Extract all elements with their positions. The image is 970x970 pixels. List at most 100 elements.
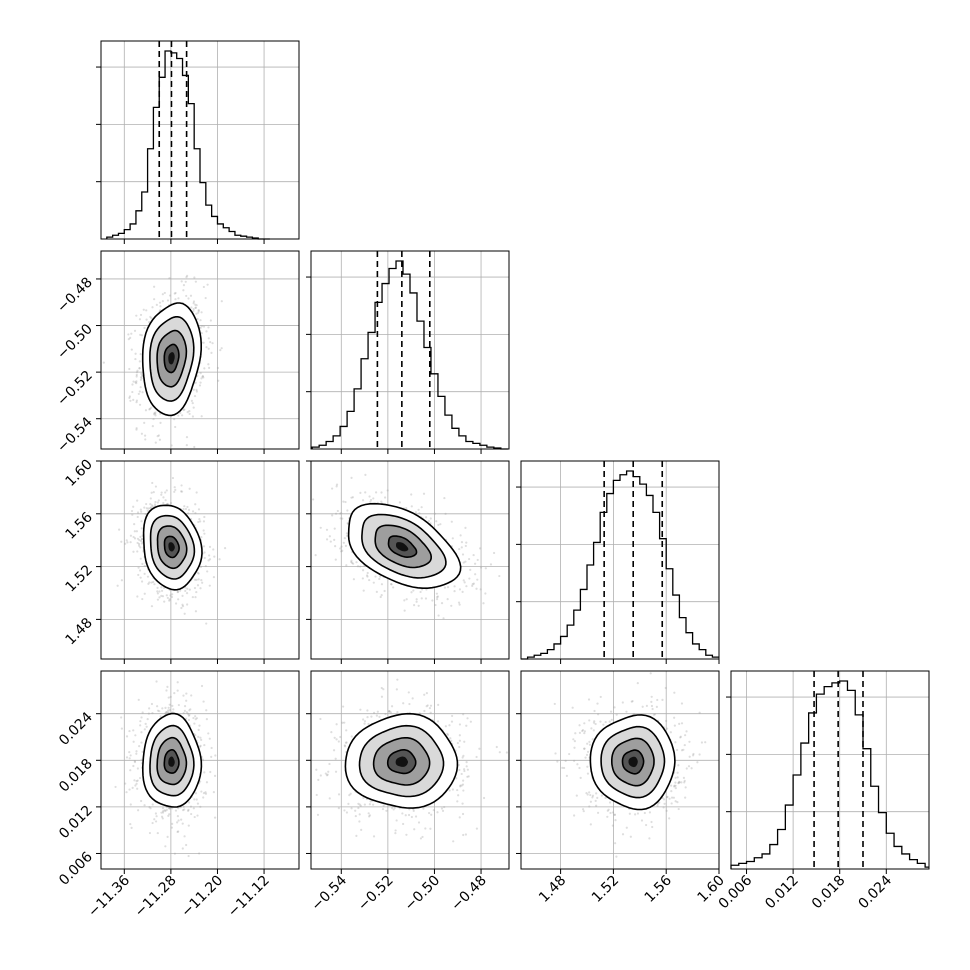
panel-frame	[100, 670, 300, 870]
scatter-point	[410, 505, 413, 508]
scatter-point	[200, 684, 204, 688]
x-tick-label: −11.36	[85, 872, 133, 920]
scatter-point	[196, 571, 200, 575]
scatter-point	[332, 749, 336, 752]
scatter-point	[343, 721, 346, 724]
y-tick-label: −0.50	[54, 321, 96, 363]
scatter-point	[328, 797, 331, 800]
scatter-point	[189, 805, 193, 808]
scatter-point	[132, 398, 135, 401]
scatter-point	[144, 438, 147, 441]
scatter-point	[153, 298, 156, 301]
scatter-point	[190, 812, 193, 816]
y-tick-label: 0.024	[56, 709, 96, 749]
scatter-point	[319, 774, 322, 777]
scatter-point	[463, 768, 466, 771]
scatter-point	[138, 403, 142, 406]
scatter-point	[194, 306, 197, 309]
scatter-point	[166, 685, 169, 688]
scatter-point	[138, 390, 141, 393]
scatter-point	[131, 786, 134, 789]
scatter-point	[458, 723, 462, 726]
scatter-point	[160, 493, 163, 496]
scatter-point	[186, 274, 189, 277]
scatter-point	[139, 546, 142, 549]
scatter-point	[674, 741, 677, 744]
scatter-point	[162, 586, 166, 590]
contour-line	[386, 749, 417, 775]
scatter-point	[129, 769, 132, 772]
scatter-point	[435, 592, 439, 595]
scatter-point	[335, 738, 338, 741]
scatter-point	[359, 804, 362, 807]
contour-line	[156, 736, 188, 786]
scatter-point	[128, 729, 131, 733]
scatter-point	[159, 715, 162, 718]
scatter-point	[593, 709, 596, 713]
scatter-point	[683, 779, 686, 782]
scatter-point	[425, 705, 428, 708]
scatter-point	[144, 722, 147, 725]
scatter-point	[130, 332, 133, 335]
scatter-point	[460, 784, 463, 787]
scatter-point	[441, 809, 445, 813]
scatter-point	[139, 576, 142, 579]
scatter-point	[349, 792, 352, 795]
scatter-point	[203, 771, 206, 774]
contour-line	[361, 513, 447, 579]
contour-line	[387, 535, 418, 559]
scatter-point	[423, 693, 426, 696]
scatter-point	[337, 793, 341, 796]
scatter-point	[154, 820, 158, 823]
scatter-point	[223, 547, 227, 550]
scatter-point	[365, 574, 369, 577]
scatter-point	[199, 520, 202, 523]
scatter-point	[460, 772, 463, 776]
scatter-point	[174, 809, 178, 812]
scatter-point	[182, 508, 185, 511]
y-tick-label: 1.60	[62, 457, 95, 490]
scatter-point	[369, 800, 372, 803]
scatter-point	[465, 760, 468, 764]
scatter-point	[157, 434, 160, 437]
scatter-point	[182, 805, 185, 808]
scatter-point	[160, 491, 163, 494]
scatter-point	[213, 816, 217, 819]
scatter-point	[197, 310, 200, 313]
scatter-point	[193, 722, 196, 725]
scatter-point	[203, 743, 206, 747]
scatter-point	[360, 828, 363, 831]
scatter-point	[135, 381, 138, 385]
scatter-point	[177, 297, 180, 300]
scatter-point	[339, 547, 342, 550]
scatter-point	[181, 594, 184, 597]
pair-panel-3-0: −11.36−11.28−11.20−11.120.0060.0120.0180…	[56, 670, 300, 921]
scatter-point	[129, 803, 132, 806]
scatter-point	[463, 740, 466, 743]
scatter-point	[359, 565, 362, 568]
scatter-point	[430, 813, 433, 816]
scatter-point	[131, 513, 134, 516]
scatter-point	[324, 772, 327, 775]
scatter-point	[133, 522, 136, 526]
scatter-point	[195, 304, 198, 307]
scatter-point	[138, 360, 141, 363]
scatter-point	[432, 809, 435, 812]
scatter-point	[140, 334, 144, 337]
scatter-point	[200, 331, 203, 335]
x-tick-label: −11.12	[225, 873, 273, 921]
scatter-point	[191, 595, 194, 599]
scatter-point	[135, 782, 138, 785]
scatter-point	[407, 691, 410, 694]
scatter-point	[478, 747, 481, 750]
scatter-point	[368, 495, 371, 498]
scatter-point	[168, 813, 171, 816]
scatter-point	[459, 784, 462, 787]
scatter-point	[457, 763, 460, 767]
scatter-point	[368, 578, 371, 582]
scatter-point	[135, 314, 138, 317]
scatter-point	[395, 688, 398, 691]
scatter-point	[337, 740, 340, 743]
histogram-step	[730, 680, 929, 869]
scatter-point	[130, 826, 133, 829]
